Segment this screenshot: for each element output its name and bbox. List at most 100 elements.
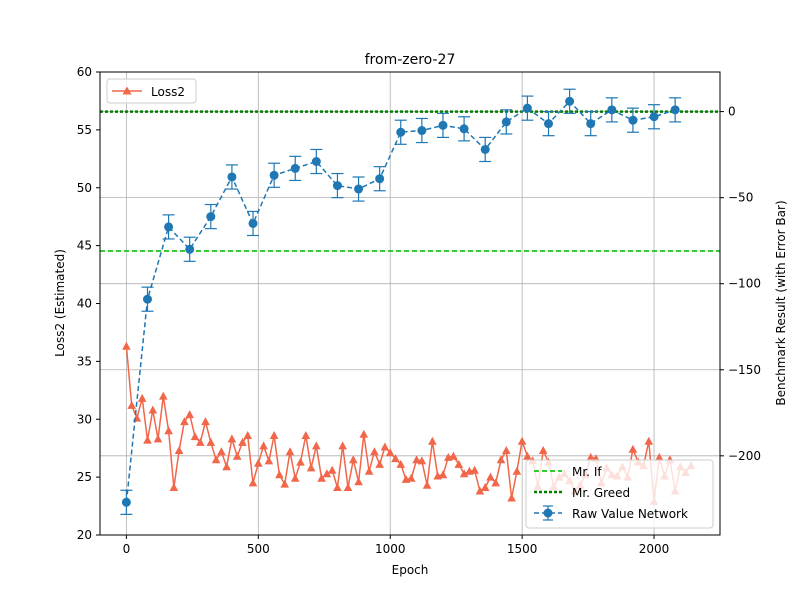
loss2-point [507, 493, 516, 502]
loss2-point [512, 466, 522, 475]
loss2-point [327, 465, 337, 474]
loss2-point [480, 483, 490, 491]
loss2-point [137, 393, 147, 402]
loss2-point [364, 466, 374, 475]
loss2-point [296, 457, 305, 466]
loss2-point [523, 451, 532, 460]
network-point [354, 184, 364, 194]
loss2-point [248, 478, 258, 487]
loss2-point [159, 391, 168, 400]
network-line [125, 100, 676, 503]
loss2-point [206, 437, 216, 446]
loss2-point [174, 446, 184, 454]
legend-loss2: Loss2 [106, 78, 197, 104]
right-y-tick-label: −200 [728, 449, 761, 463]
loss2-point [264, 456, 274, 465]
left-y-tick-label: 45 [77, 239, 92, 253]
legend-network-label: Raw Value Network [572, 507, 688, 521]
legend-loss2-box [106, 78, 197, 104]
loss2-point [470, 465, 479, 474]
network-point [121, 497, 131, 507]
network-point [607, 105, 617, 115]
network-point [522, 103, 532, 113]
right-y-tick-label: 0 [728, 105, 736, 119]
loss2-point [428, 436, 437, 445]
network-point [480, 144, 490, 154]
x-tick-label: 1000 [375, 542, 406, 556]
loss2-point [290, 473, 300, 482]
loss2-point [412, 455, 421, 464]
loss2-point [343, 483, 353, 491]
network-point [459, 124, 469, 134]
right-y-tick-label: −150 [728, 363, 761, 377]
left-y-tick-label: 30 [77, 412, 92, 426]
loss2-point [496, 455, 506, 464]
left-y-tick-label: 25 [77, 470, 92, 484]
legend-loss2-marker [122, 86, 132, 95]
network-point [290, 163, 300, 173]
network-point [417, 126, 427, 136]
loss2-point [486, 472, 495, 481]
loss2-point [655, 452, 664, 461]
legend-loss2-label: Loss2 [151, 85, 185, 99]
loss2-point [259, 441, 268, 450]
loss2-point [227, 434, 237, 443]
right-y-axis-label: Benchmark Result (with Error Bar) [774, 200, 788, 405]
loss2-point [459, 469, 469, 478]
loss2-point [169, 483, 179, 491]
loss2-point [375, 459, 384, 468]
network-point [375, 174, 385, 184]
network-point [332, 181, 342, 191]
loss2-point [122, 341, 131, 350]
left-y-tick-label: 20 [77, 528, 92, 542]
network-point [438, 120, 448, 130]
loss2-point [301, 431, 311, 439]
loss2-point [491, 478, 500, 487]
loss2-point [269, 431, 279, 439]
loss2-point [502, 446, 511, 454]
legend-mr-greed-label: Mr. Greed [572, 486, 630, 500]
x-tick-label: 500 [247, 542, 270, 556]
loss2-point [438, 470, 448, 479]
loss2-point [333, 483, 342, 491]
loss2-point [644, 436, 654, 445]
loss2-point [254, 458, 263, 467]
loss2-point [370, 447, 379, 456]
x-axis-ticks: 0 500 1000 1500 2000 [123, 535, 670, 556]
left-y-axis-ticks: 20 25 30 35 40 45 50 55 60 [77, 65, 100, 542]
loss2-point [201, 417, 210, 426]
loss2-point [180, 417, 189, 426]
network-point [311, 157, 321, 167]
raw-value-network-series [120, 88, 682, 515]
loss2-point [280, 479, 289, 488]
x-axis-label: Epoch [392, 563, 429, 577]
loss2-point [148, 405, 158, 414]
loss2-point [217, 447, 226, 456]
network-point [544, 119, 554, 129]
loss2-point [322, 469, 332, 478]
network-point [628, 115, 638, 125]
loss2-point [243, 431, 252, 439]
loss2-point [185, 410, 194, 419]
loss2-point [127, 400, 136, 409]
left-y-tick-label: 55 [77, 123, 92, 137]
network-point [565, 96, 575, 106]
x-tick-label: 1500 [507, 542, 538, 556]
network-point [501, 117, 511, 127]
loss2-point [238, 437, 247, 446]
loss2-point [190, 432, 200, 441]
loss2-point [211, 455, 221, 464]
left-y-tick-label: 35 [77, 354, 92, 368]
legend-benchmarks-box [525, 459, 714, 529]
loss2-point [222, 462, 231, 471]
loss2-point [586, 452, 595, 461]
x-tick-label: 2000 [639, 542, 670, 556]
right-y-axis-ticks: 0 −50 −100 −150 −200 [720, 105, 761, 463]
legend-network-marker [543, 508, 553, 518]
loss2-point [385, 448, 395, 457]
network-point [227, 172, 237, 182]
loss2-point [517, 436, 527, 445]
loss2-point [475, 486, 485, 495]
loss2-point [164, 426, 173, 435]
loss2-point [232, 451, 242, 460]
